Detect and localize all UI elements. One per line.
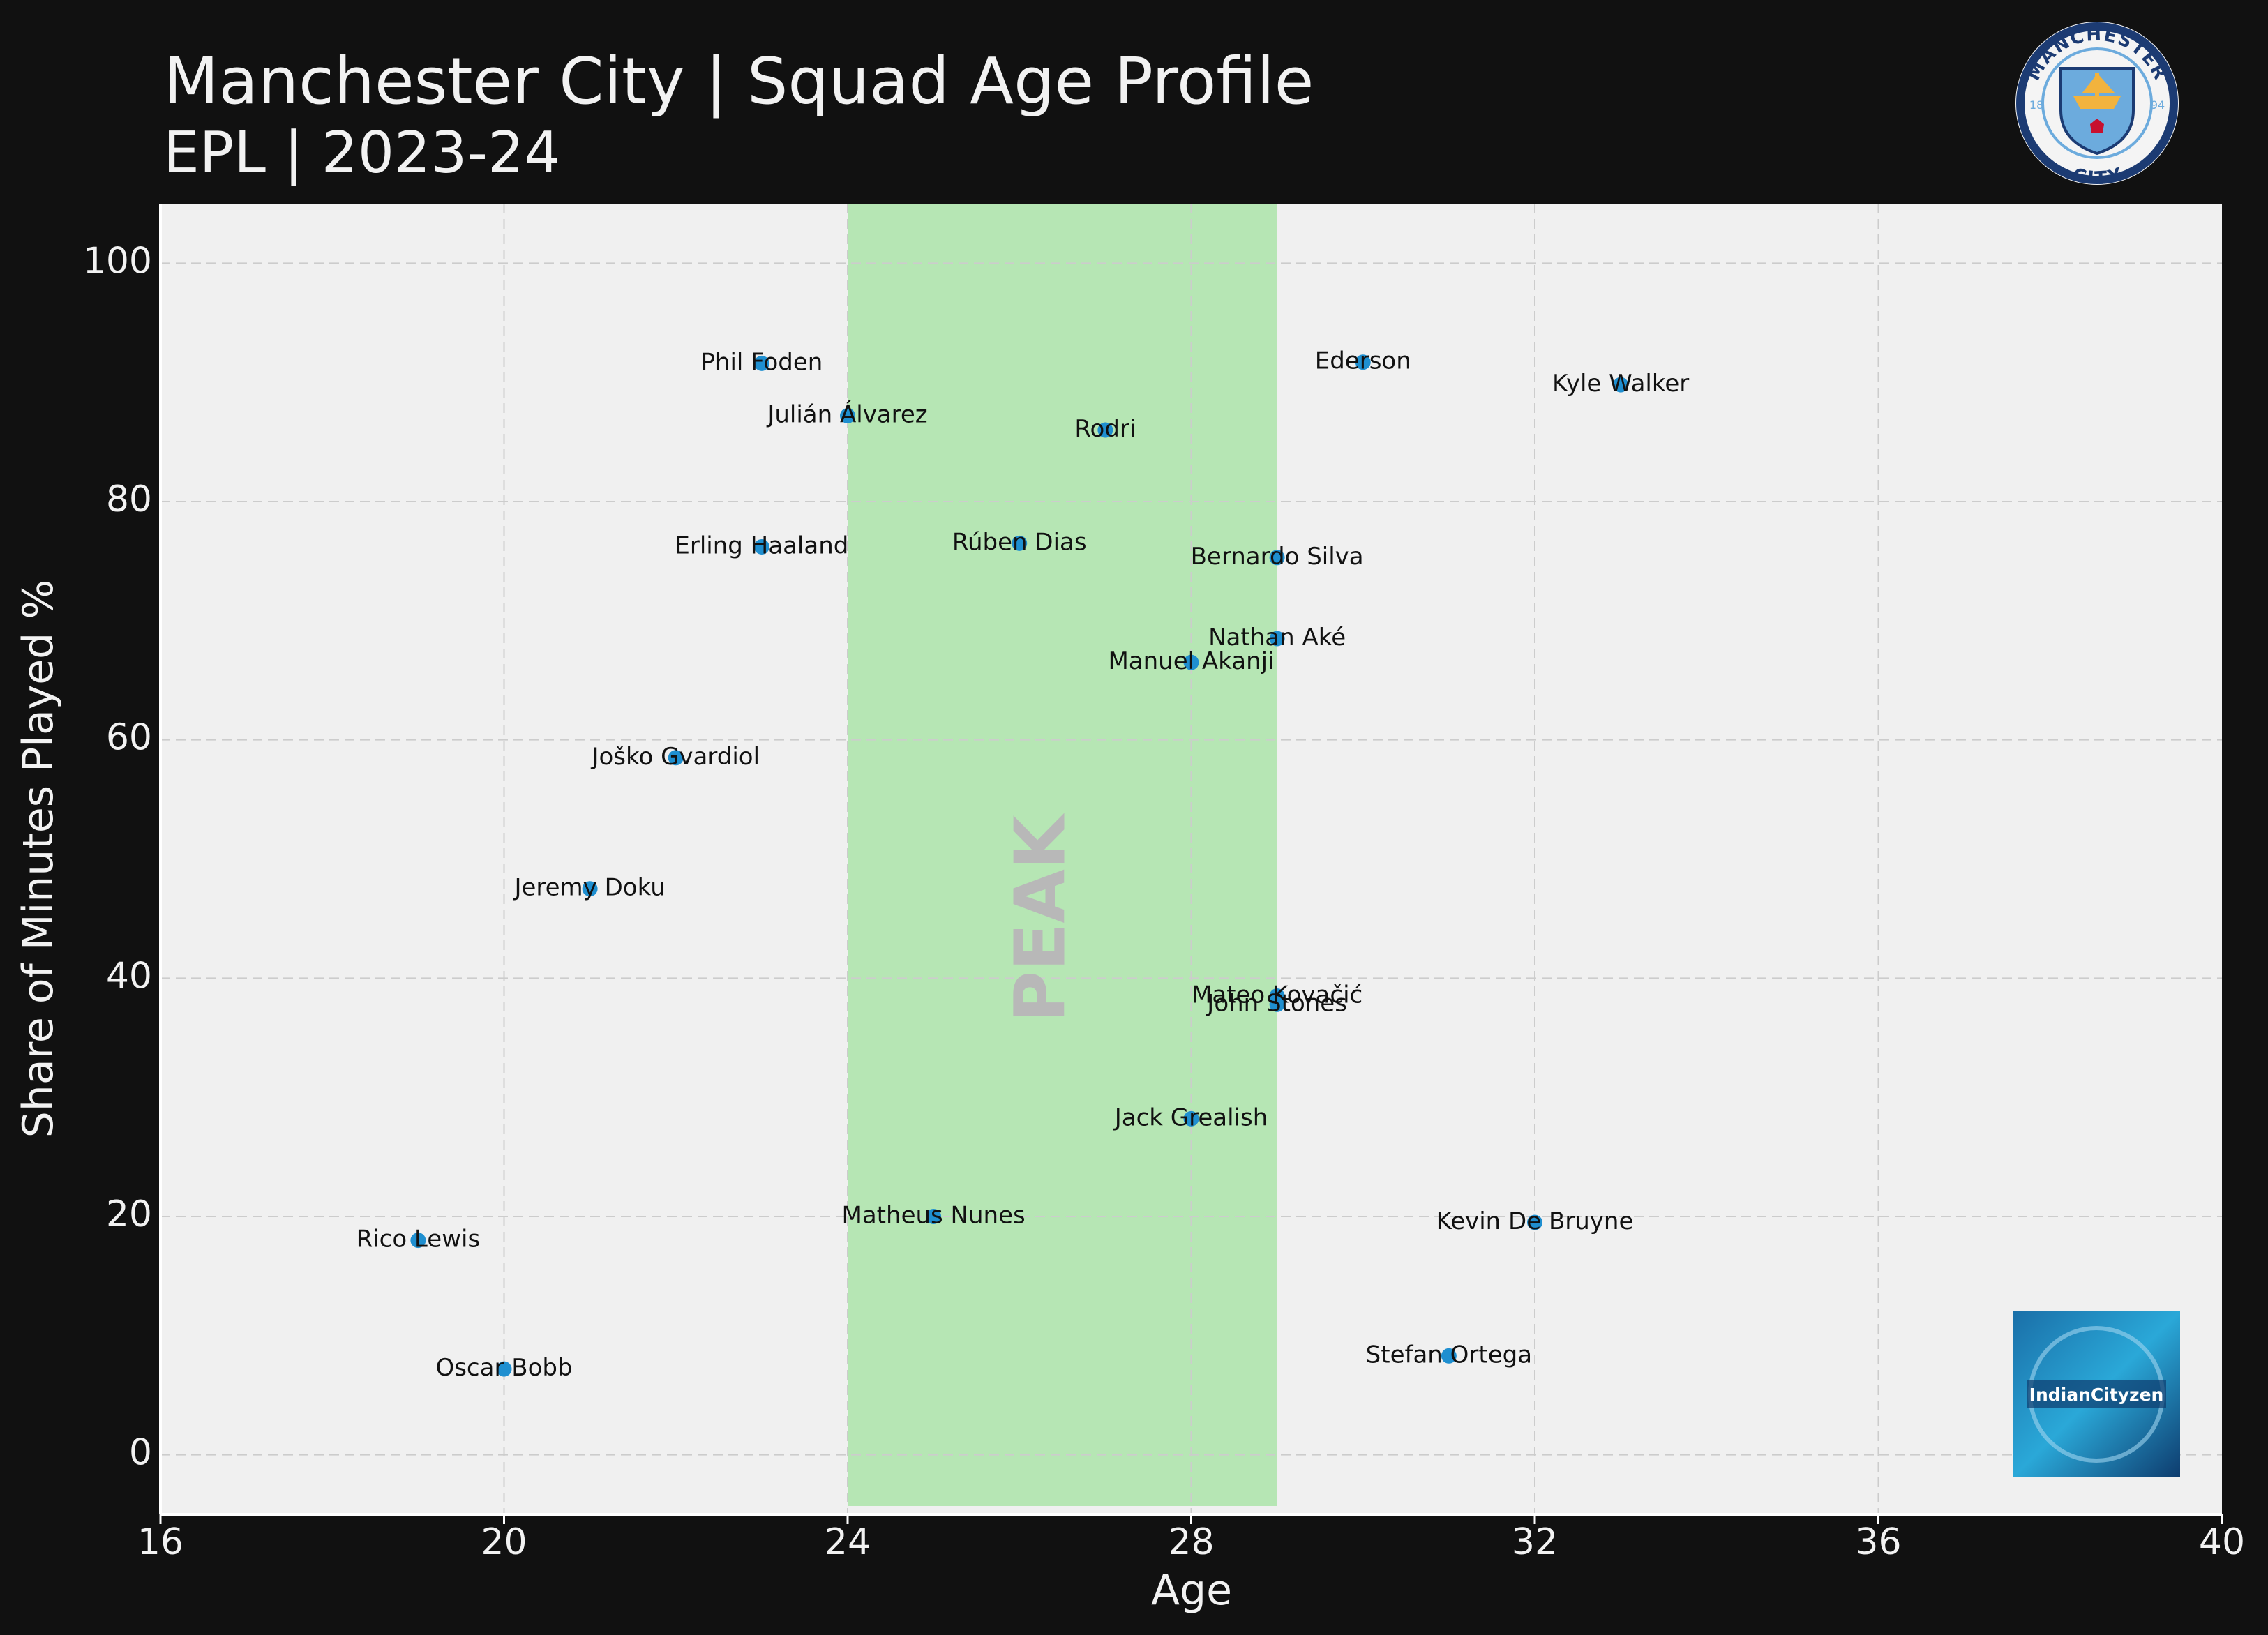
peak-label: PEAK xyxy=(1000,813,1081,1022)
data-point xyxy=(1183,654,1199,670)
y-tick-label: 80 xyxy=(106,479,152,520)
y-tick-label: 20 xyxy=(106,1193,152,1235)
data-point xyxy=(1269,550,1285,566)
data-point xyxy=(1355,354,1371,370)
x-tick-label: 36 xyxy=(1855,1521,1901,1563)
svg-text:CITY: CITY xyxy=(2070,165,2124,190)
point-label: Joško Gvardiol xyxy=(590,743,760,771)
data-point xyxy=(1012,535,1028,551)
point-label: Rico Lewis xyxy=(356,1226,481,1253)
point-label: Bernardo Silva xyxy=(1191,543,1364,571)
crest-year-right: 94 xyxy=(2151,98,2165,112)
y-tick-label: 100 xyxy=(83,240,152,282)
crest-rose-icon xyxy=(2090,119,2104,133)
point-label: Matheus Nunes xyxy=(842,1201,1026,1229)
data-point xyxy=(1441,1348,1457,1364)
x-tick-label: 16 xyxy=(137,1521,183,1563)
club-crest-logo: MANCHESTER CITY 18 94 xyxy=(2015,22,2179,190)
y-tick-label: 0 xyxy=(129,1432,152,1474)
crest-shield-icon xyxy=(2059,67,2135,156)
x-tick-label: 40 xyxy=(2199,1521,2245,1563)
point-label: Rodri xyxy=(1074,415,1136,443)
point-label: Kevin De Bruyne xyxy=(1436,1207,1634,1235)
point-label: Mateo Kovačić xyxy=(1192,981,1362,1009)
data-point xyxy=(1613,377,1629,393)
point-label: Stefan Ortega xyxy=(1366,1341,1532,1369)
data-point xyxy=(410,1233,426,1249)
x-tick-labels: 16 20 24 28 32 36 40 xyxy=(137,1514,2245,1563)
point-label: Jeremy Doku xyxy=(513,874,665,902)
point-label: John Stones xyxy=(1206,989,1347,1017)
y-axis-label: Share of Minutes Played % xyxy=(14,580,63,1138)
data-point xyxy=(1527,1214,1542,1230)
watermark-logo: IndianCityzen xyxy=(2013,1311,2180,1477)
data-point xyxy=(753,538,769,555)
point-label: Nathan Aké xyxy=(1208,624,1346,651)
x-tick-label: 20 xyxy=(481,1521,527,1563)
peak-band xyxy=(848,204,1277,1506)
chart-title: Manchester City | Squad Age Profile xyxy=(163,44,1314,119)
data-point xyxy=(668,750,684,766)
data-point xyxy=(496,1361,512,1377)
point-labels: Phil Foden Ederson Kyle Walker Julián Álvar… xyxy=(356,347,1690,1382)
crest-ship-icon xyxy=(2073,73,2121,109)
point-label: Julián Álvarez xyxy=(766,400,927,429)
point-label: Ederson xyxy=(1315,347,1411,375)
x-axis-label: Age xyxy=(1151,1566,1232,1615)
point-label: Jack Grealish xyxy=(1113,1103,1268,1131)
data-point xyxy=(753,355,769,371)
data-point xyxy=(1269,996,1285,1012)
x-tick-label: 24 xyxy=(825,1521,871,1563)
point-label: Oscar Bobb xyxy=(435,1354,572,1382)
point-label: Phil Foden xyxy=(700,348,823,376)
point-label: Erling Haaland xyxy=(675,532,848,559)
data-point xyxy=(1097,422,1113,438)
crest-year-left: 18 xyxy=(2029,98,2043,112)
point-label: Kyle Walker xyxy=(1552,370,1689,398)
point-label: Manuel Akanji xyxy=(1108,647,1274,675)
y-tick-label: 40 xyxy=(106,955,152,997)
data-points xyxy=(410,354,1629,1377)
y-tick-label: 60 xyxy=(106,717,152,759)
crest-bottom-text: CITY xyxy=(2070,165,2124,190)
y-tick-labels: 0 20 40 60 80 100 xyxy=(83,240,152,1473)
data-point xyxy=(1269,631,1285,647)
x-tick-label: 32 xyxy=(1512,1521,1558,1563)
x-tick-label: 28 xyxy=(1168,1521,1214,1563)
chart-subtitle: EPL | 2023-24 xyxy=(163,120,561,186)
data-point xyxy=(1183,1110,1199,1127)
data-point xyxy=(582,881,598,897)
watermark-text: IndianCityzen xyxy=(2029,1385,2164,1405)
data-point xyxy=(840,408,855,424)
data-point xyxy=(926,1208,942,1224)
point-label: Rúben Dias xyxy=(952,528,1087,556)
